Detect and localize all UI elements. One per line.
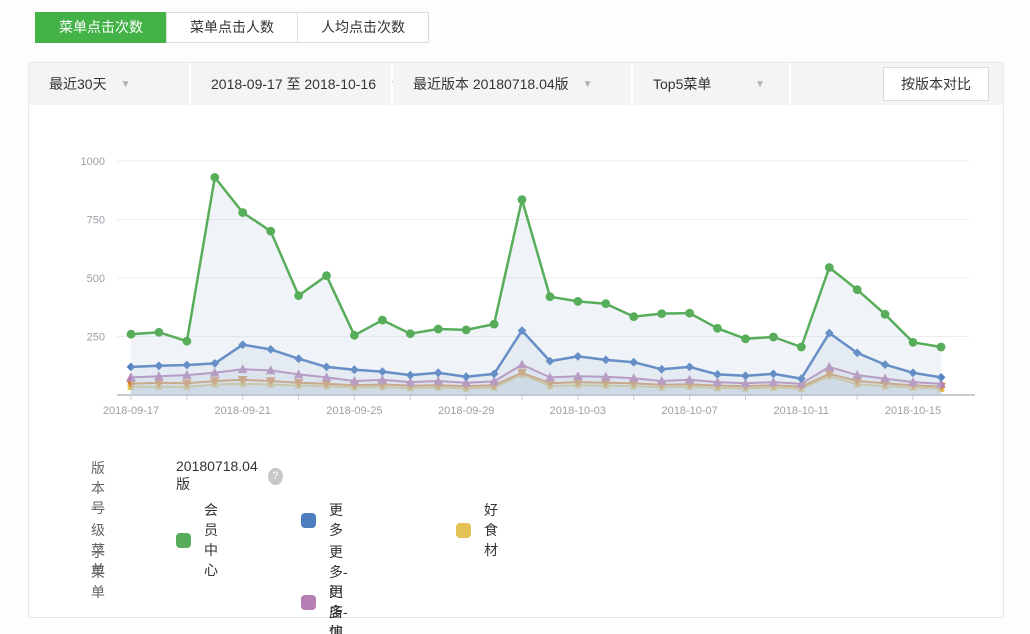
- legend-item-store-info: 更多-门店信息: [301, 542, 348, 634]
- svg-text:2018-10-11: 2018-10-11: [774, 405, 829, 417]
- chevron-down-icon: ▼: [582, 78, 593, 90]
- svg-text:2018-09-17: 2018-09-17: [103, 405, 159, 417]
- tab-menu-click-count[interactable]: 菜单点击次数: [35, 12, 167, 43]
- tab-menu-click-users[interactable]: 菜单点击人数: [166, 12, 298, 43]
- range-type-dropdown[interactable]: 最近30天 ▼: [29, 63, 189, 105]
- legend-item-label: 好食材: [484, 502, 498, 558]
- menu-click-line-chart: 250 500 750 1000 2018-09-17 2018-09-21 2018-09…: [81, 156, 975, 417]
- legend-item-label: 更多: [329, 502, 343, 538]
- svg-text:2018-10-03: 2018-10-03: [550, 405, 606, 417]
- tab-avg-clicks-per-user[interactable]: 人均点击次数: [297, 12, 429, 43]
- purple-swatch: [301, 594, 316, 610]
- legend-item-more: 更多: [301, 500, 343, 540]
- submenu-row-label: 子菜单: [91, 544, 105, 600]
- legend-item-label: 更多-门店信息: [329, 544, 348, 634]
- chevron-down-icon: ▼: [755, 78, 765, 90]
- svg-text:500: 500: [87, 273, 105, 285]
- legend-item-join-us: 更多-加入我们: [301, 582, 348, 634]
- chevron-down-icon: ▼: [120, 78, 131, 90]
- svg-text:750: 750: [87, 215, 105, 227]
- top-menu-dropdown[interactable]: Top5菜单 ▼: [633, 63, 789, 105]
- level1-row-label: 一级菜单: [91, 502, 105, 578]
- yellow-swatch: [456, 522, 471, 538]
- legend-item-label: 更多-加入我们: [329, 584, 348, 634]
- svg-text:2018-09-25: 2018-09-25: [326, 405, 382, 417]
- svg-text:1000: 1000: [81, 156, 105, 168]
- chart-area: 250 500 750 1000 2018-09-17 2018-09-21 2018-09…: [29, 106, 1003, 458]
- compare-by-version-button[interactable]: 按版本对比: [883, 67, 989, 101]
- svg-text:2018-10-15: 2018-10-15: [885, 405, 941, 417]
- range-type-value: 最近30天: [49, 76, 107, 92]
- version-row-label: 版本号: [91, 460, 105, 516]
- chart-panel: 最近30天 ▼ 2018-09-17 至 2018-10-16 ▼ 最近版本 2…: [28, 62, 1004, 634]
- help-icon[interactable]: ?: [267, 467, 283, 485]
- legend-item-good-food: 好食材: [456, 500, 498, 560]
- version-dropdown[interactable]: 最近版本 20180718.04版 ▼: [393, 63, 631, 105]
- legend-item-member-center: 会员中心: [176, 500, 218, 580]
- date-range-dropdown[interactable]: 2018-09-17 至 2018-10-16 ▼: [191, 63, 400, 105]
- green-swatch: [176, 532, 191, 548]
- date-range-value: 2018-09-17 至 2018-10-16: [211, 76, 377, 92]
- svg-text:2018-10-07: 2018-10-07: [661, 405, 717, 417]
- metric-tabs: 菜单点击次数 菜单点击人数 人均点击次数: [35, 12, 429, 43]
- blue-swatch: [301, 512, 316, 528]
- legend-item-label: 会员中心: [204, 502, 218, 578]
- filter-bar-spacer: 按版本对比: [791, 63, 1003, 105]
- version-number: 20180718.04版: [176, 458, 258, 492]
- top-menu-value: Top5菜单: [653, 76, 712, 92]
- svg-text:2018-09-29: 2018-09-29: [438, 405, 494, 417]
- version-value: 最近版本 20180718.04版: [413, 76, 569, 92]
- filter-bar: 最近30天 ▼ 2018-09-17 至 2018-10-16 ▼ 最近版本 2…: [29, 63, 1003, 105]
- svg-text:2018-09-21: 2018-09-21: [215, 405, 271, 417]
- svg-text:250: 250: [87, 332, 105, 344]
